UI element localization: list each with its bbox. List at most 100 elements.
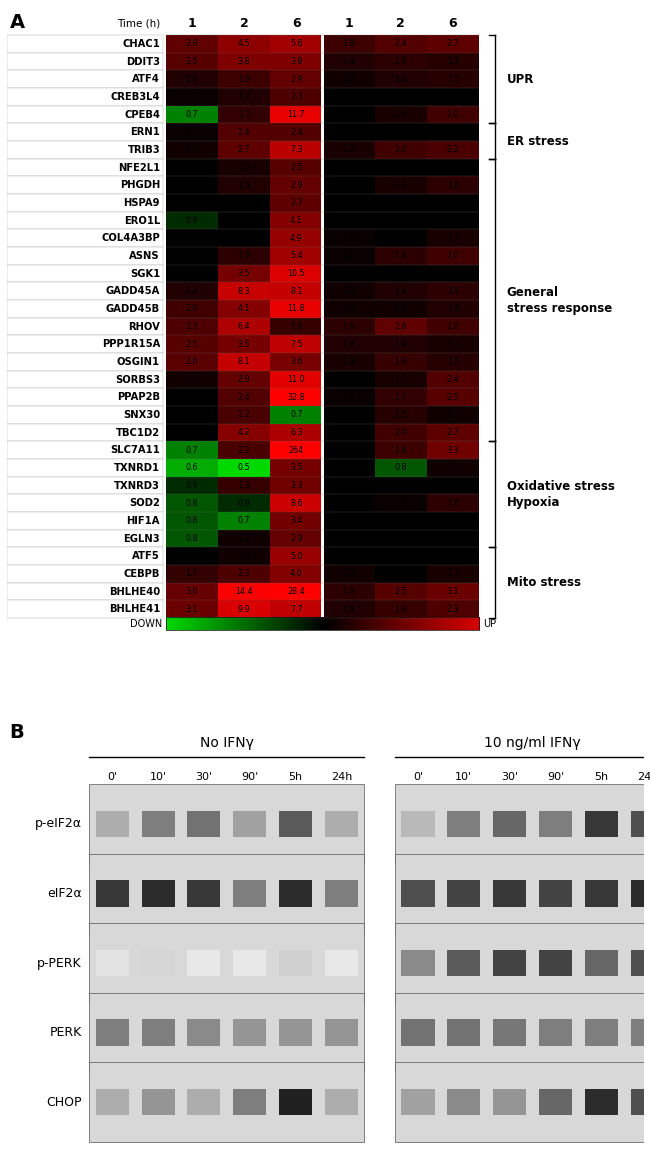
Bar: [6, 194, 162, 212]
Bar: [374, 583, 427, 600]
Text: 3.0: 3.0: [186, 587, 198, 596]
Text: 1.3: 1.3: [238, 163, 250, 172]
Bar: [337, 617, 339, 631]
Bar: [233, 950, 266, 977]
Bar: [241, 617, 243, 631]
Text: 1.0: 1.0: [186, 251, 198, 260]
Text: 1.8: 1.8: [238, 481, 250, 491]
Bar: [459, 617, 461, 631]
Bar: [374, 423, 427, 442]
Text: 0.7: 0.7: [185, 445, 198, 455]
Bar: [166, 477, 218, 494]
Text: 0.7: 0.7: [185, 110, 198, 119]
Text: 0.9: 0.9: [185, 481, 198, 491]
Bar: [218, 406, 270, 423]
Bar: [166, 513, 218, 530]
Bar: [402, 950, 434, 977]
Bar: [441, 617, 444, 631]
Bar: [462, 617, 464, 631]
Bar: [327, 617, 330, 631]
Bar: [166, 229, 218, 248]
Bar: [249, 617, 251, 631]
Bar: [402, 1019, 434, 1046]
Bar: [493, 811, 526, 838]
Bar: [252, 617, 254, 631]
Bar: [270, 159, 322, 177]
Bar: [539, 950, 572, 977]
Bar: [427, 583, 479, 600]
Bar: [166, 35, 218, 53]
Bar: [142, 950, 175, 977]
Text: 6.3: 6.3: [290, 428, 303, 437]
Text: 2.3: 2.3: [290, 93, 303, 102]
Text: ERO1L: ERO1L: [124, 215, 160, 226]
Bar: [322, 105, 374, 124]
Bar: [322, 600, 374, 618]
Bar: [374, 370, 427, 389]
Bar: [174, 617, 176, 631]
Bar: [422, 617, 425, 631]
Text: 1.6: 1.6: [395, 57, 407, 66]
Text: 2.9: 2.9: [238, 375, 250, 384]
Bar: [268, 617, 270, 631]
Bar: [187, 880, 220, 907]
Bar: [218, 194, 270, 212]
Bar: [279, 617, 281, 631]
Text: 0': 0': [107, 772, 117, 782]
Text: 1.6: 1.6: [447, 287, 460, 296]
Text: 1.4: 1.4: [238, 93, 250, 102]
Bar: [308, 617, 311, 631]
Text: TBC1D2: TBC1D2: [116, 428, 160, 437]
Bar: [427, 105, 479, 124]
Bar: [270, 336, 322, 353]
Bar: [6, 370, 162, 389]
Bar: [6, 494, 162, 513]
Text: 5.0: 5.0: [290, 552, 303, 561]
Bar: [208, 617, 210, 631]
Text: 0.6: 0.6: [186, 464, 198, 472]
Text: 10': 10': [150, 772, 166, 782]
Text: 1.6: 1.6: [447, 499, 460, 508]
Bar: [630, 880, 650, 907]
Text: 2.0: 2.0: [395, 428, 407, 437]
Text: 2.4: 2.4: [447, 375, 460, 384]
Bar: [438, 617, 441, 631]
Bar: [359, 617, 361, 631]
Bar: [6, 265, 162, 282]
Text: GADD45B: GADD45B: [106, 304, 160, 314]
Text: 24h: 24h: [331, 772, 352, 782]
Bar: [374, 35, 427, 53]
Bar: [322, 124, 374, 141]
Bar: [379, 617, 381, 631]
Bar: [310, 617, 312, 631]
Bar: [346, 617, 348, 631]
Bar: [280, 811, 312, 838]
Bar: [218, 105, 270, 124]
Text: 1.2: 1.2: [343, 287, 355, 296]
Bar: [270, 53, 322, 71]
Bar: [390, 617, 392, 631]
Bar: [178, 617, 181, 631]
Text: 8.6: 8.6: [290, 499, 303, 508]
Text: DDIT3: DDIT3: [126, 57, 160, 67]
Bar: [401, 617, 403, 631]
Text: CHAC1: CHAC1: [122, 39, 160, 49]
Bar: [166, 617, 479, 631]
Text: TXNRD1: TXNRD1: [114, 463, 160, 473]
Text: 1.6: 1.6: [343, 587, 355, 596]
Text: 30': 30': [501, 772, 518, 782]
Bar: [177, 617, 179, 631]
Bar: [181, 617, 183, 631]
Text: 1.4: 1.4: [343, 340, 355, 348]
Bar: [344, 617, 346, 631]
Bar: [322, 389, 374, 406]
Bar: [270, 565, 322, 583]
Bar: [166, 547, 218, 565]
Text: 1.7: 1.7: [185, 569, 198, 578]
Bar: [415, 617, 417, 631]
Bar: [6, 159, 162, 177]
Text: 28.4: 28.4: [287, 587, 305, 596]
Text: Oxidative stress
Hypoxia: Oxidative stress Hypoxia: [506, 480, 614, 509]
Bar: [374, 353, 427, 370]
Text: 1.9: 1.9: [238, 75, 250, 83]
